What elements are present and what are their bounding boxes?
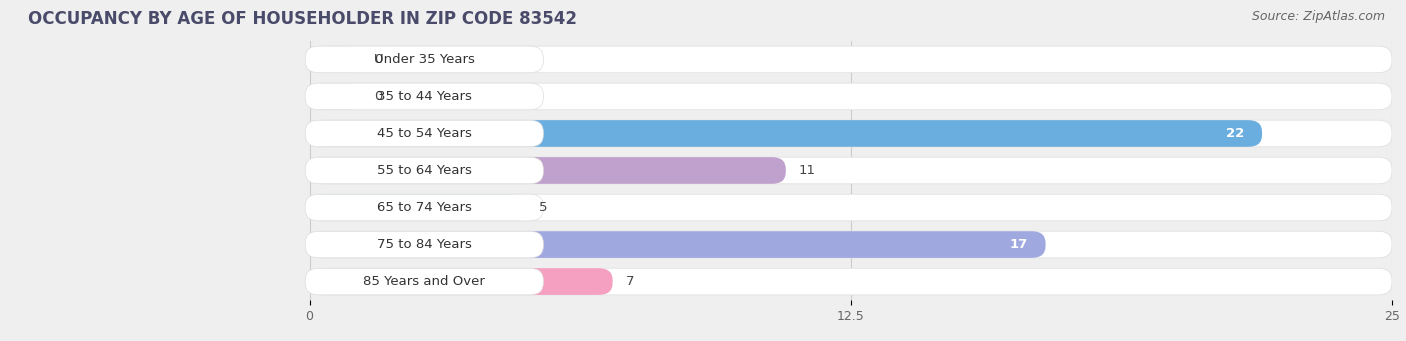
Text: Source: ZipAtlas.com: Source: ZipAtlas.com — [1251, 10, 1385, 23]
Text: 45 to 54 Years: 45 to 54 Years — [377, 127, 472, 140]
FancyBboxPatch shape — [305, 157, 543, 184]
Text: Under 35 Years: Under 35 Years — [374, 53, 475, 66]
Text: 22: 22 — [1226, 127, 1244, 140]
Text: 35 to 44 Years: 35 to 44 Years — [377, 90, 472, 103]
Text: 11: 11 — [799, 164, 815, 177]
Text: 0: 0 — [374, 90, 382, 103]
FancyBboxPatch shape — [309, 157, 786, 184]
FancyBboxPatch shape — [309, 231, 1392, 258]
FancyBboxPatch shape — [309, 194, 526, 221]
FancyBboxPatch shape — [309, 268, 1392, 295]
Text: 75 to 84 Years: 75 to 84 Years — [377, 238, 472, 251]
FancyBboxPatch shape — [305, 268, 543, 295]
Text: 85 Years and Over: 85 Years and Over — [363, 275, 485, 288]
FancyBboxPatch shape — [309, 46, 1392, 73]
FancyBboxPatch shape — [309, 157, 1392, 184]
FancyBboxPatch shape — [309, 83, 1392, 110]
Text: OCCUPANCY BY AGE OF HOUSEHOLDER IN ZIP CODE 83542: OCCUPANCY BY AGE OF HOUSEHOLDER IN ZIP C… — [28, 10, 576, 28]
Text: 7: 7 — [626, 275, 634, 288]
Text: 17: 17 — [1010, 238, 1028, 251]
Text: 5: 5 — [538, 201, 547, 214]
FancyBboxPatch shape — [309, 194, 1392, 221]
FancyBboxPatch shape — [305, 231, 543, 258]
FancyBboxPatch shape — [305, 194, 543, 221]
FancyBboxPatch shape — [305, 83, 543, 110]
FancyBboxPatch shape — [309, 83, 361, 110]
FancyBboxPatch shape — [305, 120, 543, 147]
FancyBboxPatch shape — [309, 46, 361, 73]
Text: 55 to 64 Years: 55 to 64 Years — [377, 164, 472, 177]
FancyBboxPatch shape — [309, 231, 1046, 258]
FancyBboxPatch shape — [305, 46, 543, 73]
FancyBboxPatch shape — [309, 120, 1392, 147]
FancyBboxPatch shape — [309, 120, 1263, 147]
Text: 0: 0 — [374, 53, 382, 66]
FancyBboxPatch shape — [309, 268, 613, 295]
Text: 65 to 74 Years: 65 to 74 Years — [377, 201, 472, 214]
